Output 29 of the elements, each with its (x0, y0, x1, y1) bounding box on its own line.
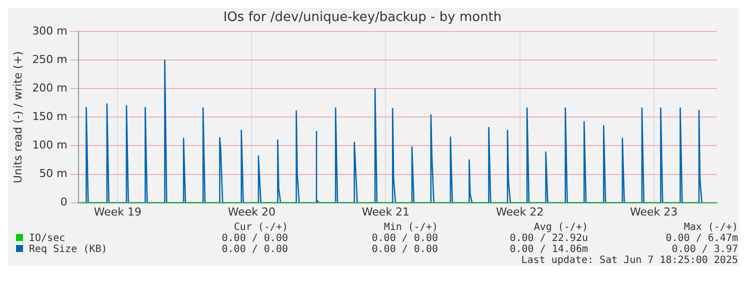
text: 0.00 / 3.97 (670, 244, 738, 255)
y-tick-label: 300 m (32, 24, 68, 38)
text: 0.00 / 0.00 (370, 244, 438, 255)
y-tick-label: 0 (60, 196, 68, 209)
text: 0.00 / 0.00 (220, 244, 288, 255)
text: Avg (-/+) (532, 222, 588, 233)
y-tick-label: 50 m (39, 167, 68, 180)
text: 0.00 / 0.00 (370, 233, 438, 244)
legend-label: IO/sec (28, 233, 66, 244)
text: Min (-/+) (382, 222, 438, 233)
text: 0.00 / 6.47m (664, 233, 738, 244)
text: Cur (-/+) (232, 222, 288, 233)
y-axis-title: Units read (-) / write (+) (11, 51, 24, 184)
text: Last update: Sat Jun 7 18:25:00 2025 (520, 255, 738, 266)
y-tick-label: 150 m (32, 110, 68, 124)
text: 0.00 / 14.06m (508, 244, 588, 255)
x-tick-label: Week 23 (630, 205, 678, 218)
legend-label: Req Size (KB) (28, 244, 108, 255)
text: 0.00 / 22.92u (508, 233, 588, 244)
x-tick-label: Week 20 (228, 205, 276, 218)
chart-title: IOs for /dev/unique-key/backup - by month (223, 10, 502, 26)
x-tick-label: Week 19 (94, 205, 142, 218)
y-tick-label: 100 m (32, 138, 68, 152)
x-tick-label: Week 22 (496, 205, 544, 218)
y-tick-label: 200 m (32, 82, 68, 95)
x-tick-label: Week 21 (362, 205, 410, 218)
text: Max (-/+) (682, 222, 738, 233)
text: 0.00 / 0.00 (220, 233, 288, 244)
y-tick-label: 250 m (32, 52, 68, 66)
